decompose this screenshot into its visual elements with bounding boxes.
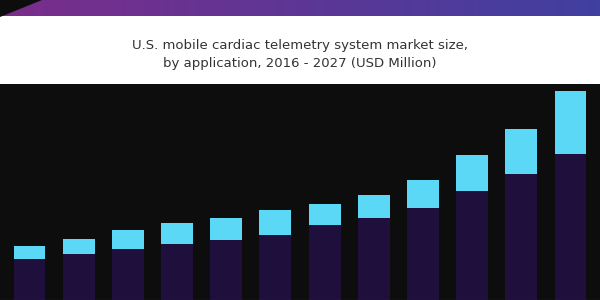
Bar <box>14 259 46 300</box>
Bar <box>358 218 390 300</box>
Bar <box>505 174 537 300</box>
Bar <box>112 230 144 249</box>
Bar <box>161 244 193 300</box>
Text: U.S. mobile cardiac telemetry system market size,
by application, 2016 - 2027 (U: U.S. mobile cardiac telemetry system mar… <box>132 39 468 70</box>
Bar <box>308 225 341 300</box>
Bar <box>505 129 537 174</box>
Bar <box>554 91 586 154</box>
Bar <box>259 235 292 300</box>
Bar <box>161 224 193 244</box>
Bar <box>14 246 46 259</box>
Bar <box>63 239 95 254</box>
Bar <box>456 191 488 300</box>
Bar <box>210 240 242 300</box>
Bar <box>407 180 439 208</box>
Bar <box>308 204 341 225</box>
Bar <box>259 209 292 235</box>
Bar <box>210 218 242 240</box>
Bar <box>456 155 488 191</box>
Bar <box>63 254 95 300</box>
Bar <box>554 154 586 300</box>
Bar <box>112 249 144 300</box>
Bar <box>407 208 439 300</box>
Bar <box>358 195 390 218</box>
Polygon shape <box>0 0 42 16</box>
